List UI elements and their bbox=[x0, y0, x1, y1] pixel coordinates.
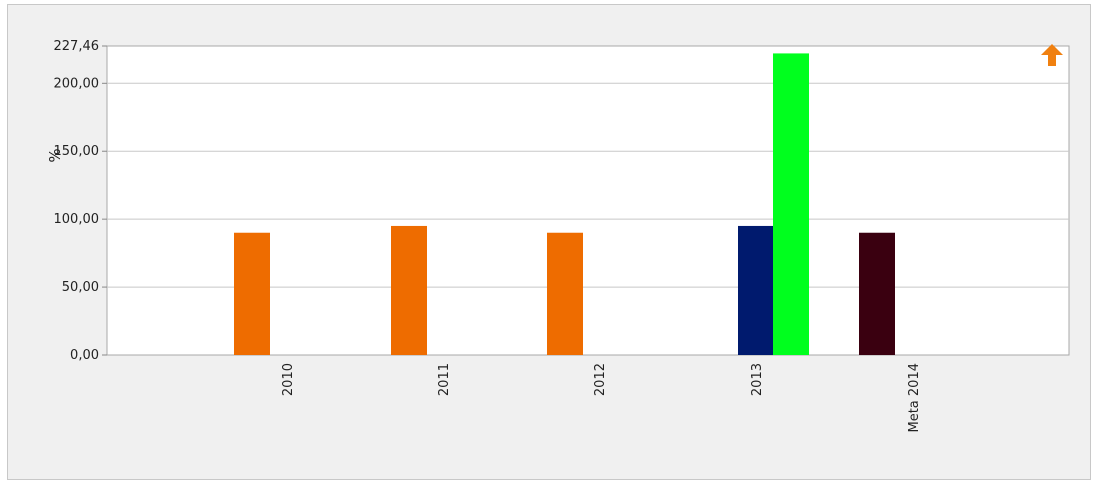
x-tick-labels: 2010 2011 2012 2013 Meta 2014 bbox=[281, 363, 922, 433]
bar-2011-1[interactable] bbox=[391, 225, 427, 355]
y-tick-label: 227,46 bbox=[54, 39, 100, 54]
y-axis-label: % bbox=[46, 148, 64, 162]
bar-2013-4[interactable] bbox=[773, 53, 809, 356]
bar-2012-2[interactable] bbox=[547, 232, 583, 355]
y-tick-label: 200,00 bbox=[54, 76, 100, 91]
bars bbox=[234, 53, 895, 356]
x-tick-label: 2011 bbox=[437, 363, 452, 396]
x-tick-label: Meta 2014 bbox=[907, 363, 922, 433]
x-tick-label: 2013 bbox=[750, 363, 765, 396]
y-tick-labels: 0,00 50,00 100,00 150,00 200,00 227,46 bbox=[54, 39, 100, 363]
y-tick-label: 150,00 bbox=[54, 144, 100, 159]
y-tick-label: 50,00 bbox=[62, 280, 99, 295]
y-tick-label: 100,00 bbox=[54, 212, 100, 227]
x-tick-label: 2010 bbox=[281, 363, 296, 396]
bar-meta-2014-5[interactable] bbox=[859, 232, 895, 355]
bar-2013-3[interactable] bbox=[738, 225, 774, 355]
arrow-up-icon[interactable] bbox=[1041, 44, 1063, 66]
bar-2010-0[interactable] bbox=[234, 232, 270, 355]
x-tick-label: 2012 bbox=[593, 363, 608, 396]
y-tick-label: 0,00 bbox=[70, 348, 99, 363]
